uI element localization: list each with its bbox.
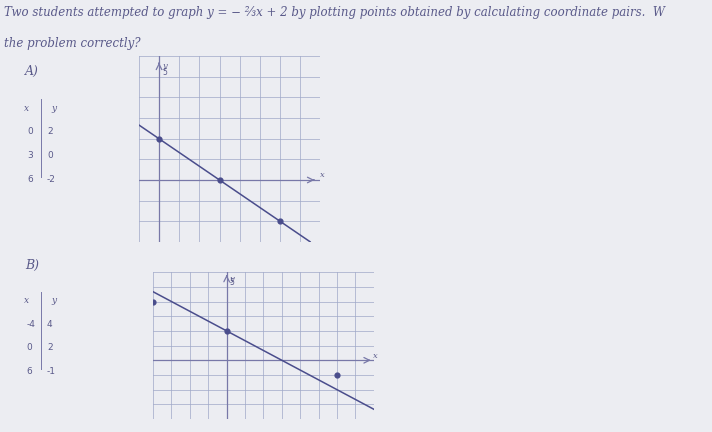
Text: 6: 6 xyxy=(27,175,33,184)
Text: Two students attempted to graph y = − ⅔x + 2 by plotting points obtained by calc: Two students attempted to graph y = − ⅔x… xyxy=(4,6,664,19)
Point xyxy=(153,135,164,142)
Text: y: y xyxy=(162,62,167,70)
Text: 0: 0 xyxy=(47,151,53,160)
Text: -4: -4 xyxy=(26,320,35,329)
Point xyxy=(274,218,286,225)
Text: 2: 2 xyxy=(47,127,53,137)
Text: 0: 0 xyxy=(26,343,32,353)
Point xyxy=(331,372,342,378)
Text: x: x xyxy=(24,296,29,305)
Text: x: x xyxy=(24,104,29,113)
Text: y: y xyxy=(51,296,56,305)
Point xyxy=(147,298,159,305)
Text: A): A) xyxy=(25,65,38,78)
Text: x: x xyxy=(320,171,325,179)
Text: the problem correctly?: the problem correctly? xyxy=(4,37,140,50)
Text: 3: 3 xyxy=(27,151,33,160)
Text: 5: 5 xyxy=(162,68,167,77)
Text: 6: 6 xyxy=(26,367,32,376)
Text: x: x xyxy=(373,352,378,360)
Text: 2: 2 xyxy=(47,343,53,353)
Text: -2: -2 xyxy=(47,175,56,184)
Text: y: y xyxy=(229,275,234,283)
Text: y: y xyxy=(51,104,56,113)
Text: 0: 0 xyxy=(27,127,33,137)
Text: B): B) xyxy=(25,259,39,272)
Text: 5: 5 xyxy=(229,278,234,287)
Point xyxy=(214,177,225,184)
Text: 4: 4 xyxy=(47,320,53,329)
Text: -1: -1 xyxy=(47,367,56,376)
Point xyxy=(221,327,232,334)
